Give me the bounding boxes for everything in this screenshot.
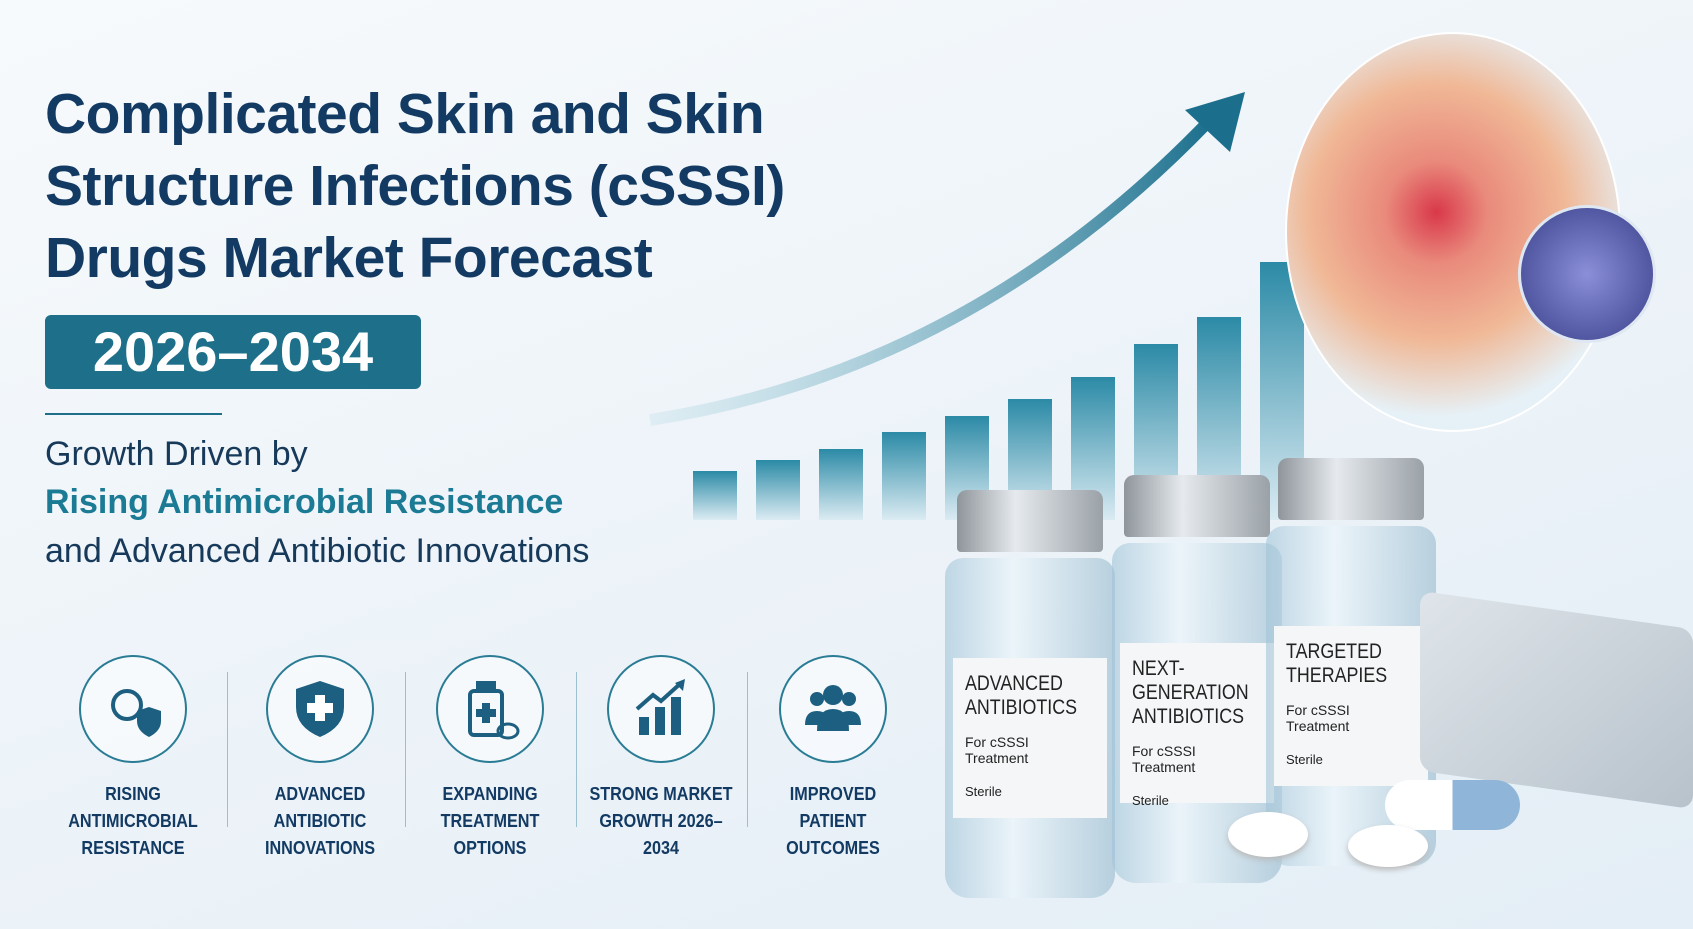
vial-note: Sterile <box>965 784 1002 799</box>
vial: TARGETED THERAPIES For cSSSI Treatment Ste… <box>1266 458 1436 878</box>
divider <box>45 413 222 415</box>
feature-divider <box>405 672 406 827</box>
vial-cap <box>1124 475 1270 537</box>
capsule <box>1385 780 1520 830</box>
feature-icon-circle <box>79 655 187 763</box>
feature-divider <box>226 672 228 827</box>
vial-title: ADVANCED ANTIBIOTICS <box>965 672 1078 719</box>
feature-label: EXPANDING TREATMENT OPTIONS <box>440 784 540 858</box>
vial: ADVANCED ANTIBIOTICS For cSSSI Treatment S… <box>945 490 1115 910</box>
vial: NEXT-GENERATION ANTIBIOTICS For cSSSI Tre… <box>1112 475 1282 895</box>
feature-label: ADVANCED ANTIBIOTIC INNOVATIONS <box>264 784 376 858</box>
medicine-bottle-icon <box>468 681 520 740</box>
capsule-blister-pack <box>1420 590 1693 810</box>
feature-label: IMPROVED PATIENT OUTCOMES <box>786 784 880 858</box>
vial-cap <box>1278 458 1424 520</box>
tablet <box>1348 825 1428 867</box>
bacteria-magnified-illustration <box>1518 205 1656 343</box>
forecast-years-badge: 2026–2034 <box>45 315 421 389</box>
growth-bar <box>819 448 863 520</box>
vial-label: NEXT-GENERATION ANTIBIOTICS For cSSSI Tre… <box>1120 643 1274 808</box>
subtitle-highlight: Rising Antimicrobial Resistance <box>45 483 564 521</box>
feature-label: RISING ANTIMICROBIAL RESISTANCE <box>68 784 198 858</box>
people-icon <box>805 685 861 731</box>
vial-subtitle: For cSSSI Treatment <box>1286 702 1350 734</box>
feature-icon-circle <box>436 655 544 763</box>
vial-subtitle: For cSSSI Treatment <box>1132 743 1196 775</box>
vial-subtitle: For cSSSI Treatment <box>965 734 1029 766</box>
vial-title: TARGETED THERAPIES <box>1286 640 1388 687</box>
vial-title: NEXT-GENERATION ANTIBIOTICS <box>1132 657 1249 728</box>
feature-divider <box>747 672 748 827</box>
subtitle-line: and Advanced Antibiotic Innovations <box>45 532 590 570</box>
growth-chart-icon <box>635 679 685 735</box>
vial-note: Sterile <box>1286 752 1323 767</box>
vial-label: ADVANCED ANTIBIOTICS For cSSSI Treatment S… <box>953 658 1107 818</box>
vial-label: TARGETED THERAPIES For cSSSI Treatment Ste… <box>1274 626 1428 786</box>
growth-bar <box>882 432 926 520</box>
feature-divider <box>575 672 577 827</box>
virus-shield-icon <box>111 689 161 737</box>
growth-bar <box>693 470 737 520</box>
shield-cross-icon <box>296 681 344 737</box>
vial-cap <box>957 490 1103 552</box>
feature-label: STRONG MARKET GROWTH 2026–2034 <box>589 784 733 858</box>
page-title: Complicated Skin and Skin Structure Infe… <box>45 82 785 290</box>
feature-icon-circle <box>779 655 887 763</box>
subtitle-line: Growth Driven by <box>45 435 308 473</box>
vial-note: Sterile <box>1132 793 1169 808</box>
feature-icon-circle <box>266 655 374 763</box>
feature-icon-circle <box>607 655 715 763</box>
growth-arrow-icon <box>649 92 1245 426</box>
tablet <box>1228 812 1308 857</box>
growth-bar <box>756 459 800 520</box>
